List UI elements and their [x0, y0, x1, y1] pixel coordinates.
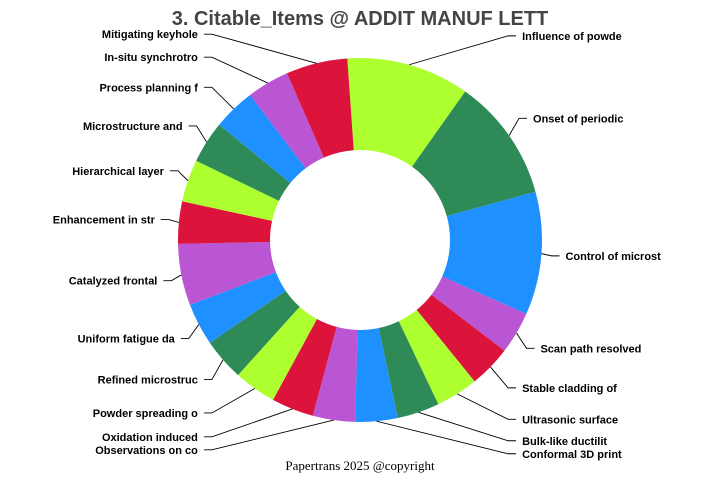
- label-hierarchical-layer: Hierarchical layer: [72, 166, 164, 178]
- slice-hierarchical-layer: [182, 160, 279, 221]
- label-stable-cladding-of: Stable cladding of: [522, 383, 617, 395]
- slice-in-situ-synchrotro: [250, 73, 324, 169]
- label-ultrasonic-surface: Ultrasonic surface: [522, 414, 618, 426]
- label-microstructure-and: Microstructure and: [83, 121, 183, 133]
- slice-control-of-microst: [442, 191, 543, 314]
- label-control-of-microst: Control of microst: [565, 251, 661, 263]
- label-scan-path-resolved: Scan path resolved: [540, 343, 641, 355]
- leader-onset-of-periodic: [508, 117, 528, 136]
- leader-conformal-3d-print: [376, 420, 517, 455]
- slice-scan-path-resolved: [431, 276, 527, 351]
- label-uniform-fatigue-da: Uniform fatigue da: [78, 333, 176, 345]
- leader-bulk-like-ductilit: [418, 411, 517, 442]
- slice-labels: Influence of powde Onset of periodic Contr…: [53, 29, 661, 461]
- label-mitigating-keyhole: Mitigating keyhole: [102, 29, 198, 41]
- slice-catalyzed-frontal: [178, 241, 276, 305]
- leader-influence-of-powde: [408, 35, 517, 66]
- label-bulk-like-ductilit: Bulk-like ductilit: [522, 436, 607, 448]
- slice-onset-of-periodic: [412, 91, 536, 217]
- chart-title: 3. Citable_Items @ ADDIT MANUF LETT: [172, 8, 549, 30]
- leader-observations-on-co: [203, 419, 334, 451]
- label-observations-on-co: Observations on co: [95, 445, 198, 457]
- leader-uniform-fatigue-da: [180, 324, 200, 339]
- slice-observations-on-co: [312, 326, 358, 422]
- slice-enhancement-in-str: [177, 201, 273, 244]
- leader-powder-spreading-o: [203, 388, 256, 414]
- label-conformal-3d-print: Conformal 3D print: [522, 449, 622, 461]
- slice-bulk-like-ductilit: [378, 321, 439, 419]
- copyright-footer: Papertrans 2025 @copyright: [285, 458, 435, 473]
- leader-catalyzed-frontal: [163, 274, 182, 282]
- leader-refined-microstruc: [203, 359, 224, 381]
- leader-enhancement-in-str: [160, 219, 179, 223]
- label-refined-microstruc: Refined microstruc: [98, 375, 198, 387]
- leader-oxidation-induced: [203, 408, 293, 438]
- leader-ultrasonic-surface: [456, 393, 517, 420]
- slice-influence-of-powde: [347, 58, 466, 167]
- slice-uniform-fatigue-da: [189, 272, 286, 343]
- slice-conformal-3d-print: [355, 328, 398, 423]
- leader-process-planning-f: [203, 86, 235, 110]
- slice-oxidation-induced: [272, 319, 337, 416]
- label-oxidation-induced: Oxidation induced: [102, 432, 198, 444]
- slice-refined-microstruc: [209, 290, 300, 376]
- leader-microstructure-and: [188, 125, 207, 143]
- leader-stable-cladding-of: [490, 366, 517, 389]
- slice-process-planning-f: [219, 94, 306, 183]
- slice-microstructure-and: [196, 124, 291, 201]
- label-in-situ-synchrotro: In-situ synchrotro: [104, 52, 198, 64]
- slice-ultrasonic-surface: [398, 309, 475, 405]
- leader-hierarchical-layer: [169, 170, 189, 181]
- leader-in-situ-synchrotro: [203, 56, 269, 84]
- label-catalyzed-frontal: Catalyzed frontal: [69, 276, 158, 288]
- leader-control-of-microst: [541, 253, 560, 257]
- label-onset-of-periodic: Onset of periodic: [533, 113, 623, 125]
- label-process-planning-f: Process planning f: [99, 82, 198, 94]
- label-enhancement-in-str: Enhancement in str: [53, 215, 156, 227]
- leader-mitigating-keyhole: [203, 33, 317, 64]
- slice-stable-cladding-of: [416, 294, 505, 382]
- label-powder-spreading-o: Powder spreading o: [93, 408, 198, 420]
- label-influence-of-powde: Influence of powde: [522, 31, 622, 43]
- slice-powder-spreading-o: [238, 306, 317, 400]
- slice-mitigating-keyhole: [286, 58, 354, 158]
- slices: [177, 58, 543, 423]
- leader-scan-path-resolved: [516, 332, 535, 349]
- leader-lines: [160, 33, 560, 455]
